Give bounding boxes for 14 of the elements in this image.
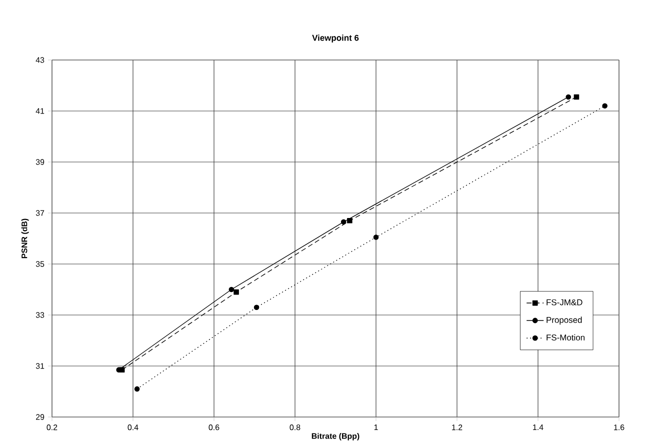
legend-label: FS-Motion <box>546 334 585 340</box>
point <box>254 304 260 310</box>
point <box>134 386 140 392</box>
chart-title: Viewpoint 6 <box>312 34 359 42</box>
point <box>234 289 239 295</box>
point <box>228 286 234 292</box>
point <box>574 94 580 100</box>
point <box>602 103 608 109</box>
legend-label: FS-JM&D <box>546 299 582 306</box>
point <box>340 219 346 225</box>
point <box>373 234 379 240</box>
point <box>566 94 572 100</box>
point <box>347 218 352 224</box>
legend-label: Proposed <box>546 316 582 325</box>
